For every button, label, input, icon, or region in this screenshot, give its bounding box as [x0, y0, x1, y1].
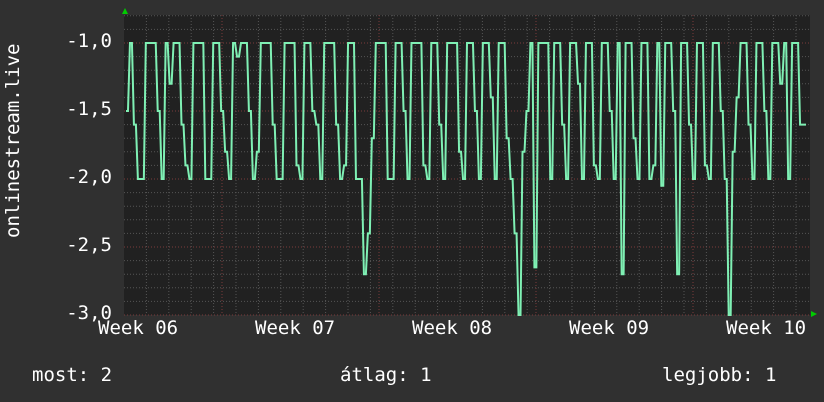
x-tick-label: Week 09	[569, 317, 650, 339]
legend-current: most: 2	[32, 364, 113, 386]
x-tick-label: Week 10	[726, 317, 807, 339]
legend-average: átlag: 1	[340, 364, 432, 386]
x-tick-label: Week 07	[255, 317, 336, 339]
y-tick-label: -2,5	[66, 234, 112, 256]
y-axis-label: onlinestream.live	[2, 43, 24, 238]
y-tick-label: -2,0	[66, 166, 112, 188]
legend-max: legjobb: 1	[662, 364, 777, 386]
x-tick-label: Week 08	[412, 317, 493, 339]
x-tick-label: Week 06	[98, 317, 179, 339]
x-axis-arrow	[811, 311, 817, 317]
y-tick-label: -1,5	[66, 98, 112, 120]
y-tick-label: -1,0	[66, 30, 112, 52]
y-axis-arrow	[122, 8, 128, 14]
series-line	[126, 42, 807, 316]
y-tick-label: -3,0	[66, 302, 112, 324]
